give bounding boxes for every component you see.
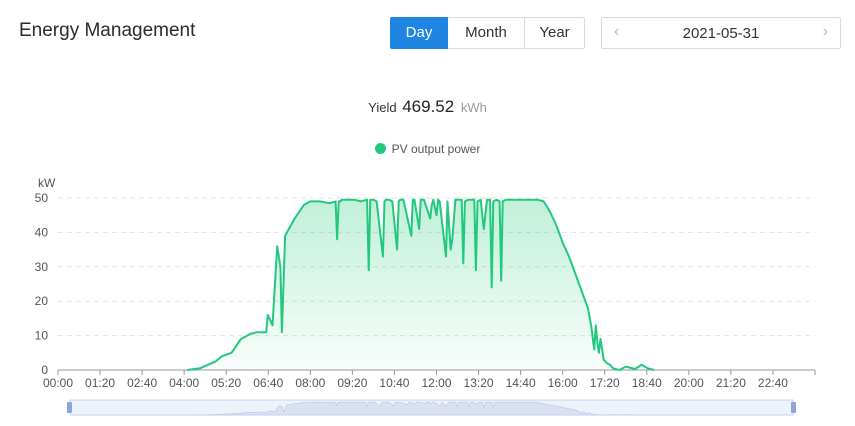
tab-day[interactable]: Day [390,17,448,49]
x-tick-label: 22:40 [758,376,788,390]
x-tick-label: 01:20 [85,376,115,390]
x-tick-label: 14:40 [506,376,536,390]
zoom-handle-left[interactable] [67,402,72,413]
x-tick-label: 12:00 [421,376,451,390]
series-line [187,198,655,371]
page-title: Energy Management [19,20,196,41]
chart-legend[interactable]: PV output power [0,142,855,156]
zoom-handle-right[interactable] [791,402,796,413]
period-tabs: Day Month Year [390,17,585,49]
x-tick-label: 17:20 [590,376,620,390]
tab-year[interactable]: Year [525,17,585,49]
x-tick-label: 00:00 [43,376,73,390]
x-tick-label: 04:00 [169,376,199,390]
y-tick-label: 10 [35,329,49,343]
x-tick-label: 16:00 [548,376,578,390]
yield-summary: Yield 469.52 kWh [0,97,855,117]
y-axis-label: kW [38,176,56,190]
y-tick-label: 20 [35,294,49,308]
series-area [187,199,655,370]
y-tick-label: 30 [35,260,49,274]
x-tick-label: 21:20 [716,376,746,390]
yield-label: Yield [368,100,397,115]
x-tick-label: 10:40 [379,376,409,390]
x-tick-label: 08:00 [295,376,325,390]
y-tick-label: 40 [35,225,49,239]
x-tick-label: 09:20 [337,376,367,390]
tab-month[interactable]: Month [448,17,525,49]
y-tick-label: 50 [35,191,49,205]
x-tick-label: 20:00 [674,376,704,390]
x-tick-label: 18:40 [632,376,662,390]
date-value[interactable]: 2021-05-31 [682,25,760,42]
date-picker[interactable]: ‹ 2021-05-31 › [601,17,841,49]
chevron-left-icon[interactable]: ‹ [614,23,620,40]
x-tick-label: 13:20 [464,376,494,390]
x-tick-label: 06:40 [253,376,283,390]
yield-value: 469.52 [402,97,455,116]
zoom-preview [193,401,640,416]
legend-marker-icon [374,143,386,154]
yield-unit: kWh [460,100,487,115]
x-tick-label: 02:40 [127,376,157,390]
y-tick-label: 0 [41,363,48,377]
x-tick-label: 05:20 [211,376,241,390]
chevron-right-icon[interactable]: › [822,23,828,40]
legend-label: PV output power [391,142,481,156]
